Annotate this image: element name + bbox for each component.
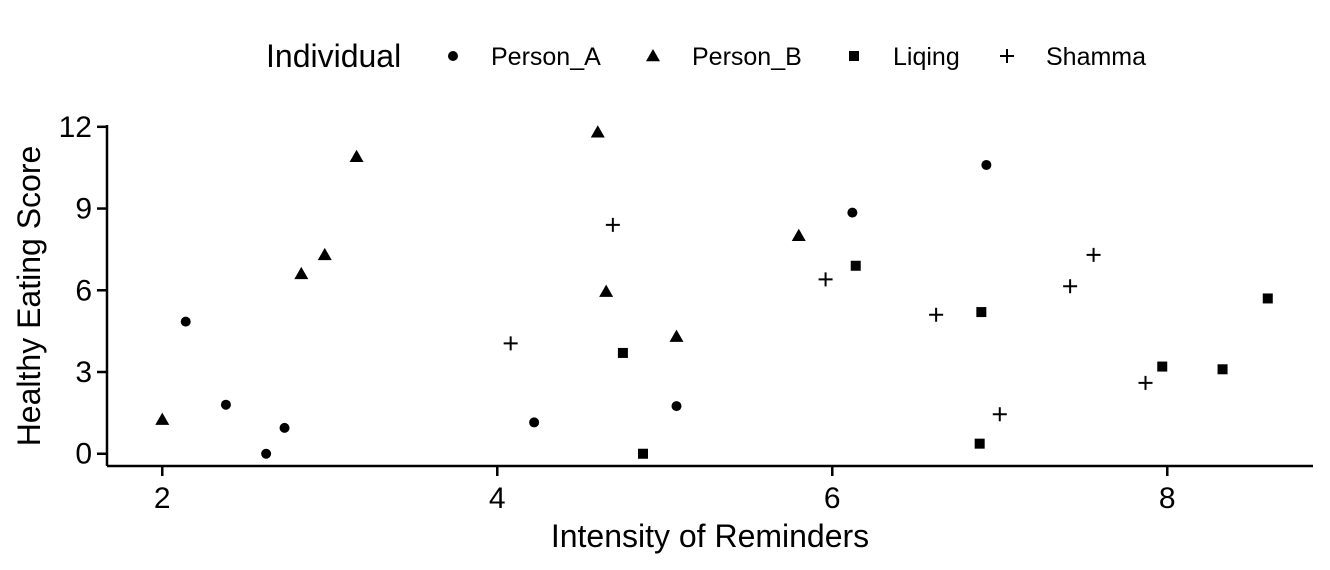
data-points: [155, 125, 1273, 459]
y-tick-label: 9: [75, 193, 92, 226]
data-point: [590, 125, 605, 138]
series-shamma: [503, 217, 1153, 422]
x-tick-label: 4: [489, 482, 506, 515]
legend-item: Person_B: [646, 43, 802, 71]
x-axis-title: Intensity of Reminders: [551, 518, 869, 554]
legend-title: Individual: [266, 38, 401, 74]
legend-item: Shamma: [1000, 43, 1146, 71]
data-point: [294, 266, 309, 280]
data-point: [220, 399, 231, 410]
data-point: [617, 347, 628, 358]
series-liqing: [617, 260, 1273, 459]
x-tick-label: 2: [154, 482, 171, 515]
legend-marker: [448, 51, 458, 61]
series-person-a: [180, 159, 992, 459]
series-person-b: [155, 125, 806, 425]
data-point: [671, 401, 682, 412]
data-point: [605, 217, 620, 232]
legend-label: Person_B: [692, 43, 802, 71]
legend-label: Person_A: [491, 43, 601, 71]
data-point: [791, 228, 806, 242]
data-point: [279, 422, 290, 433]
y-tick-label: 6: [75, 274, 92, 307]
data-point: [850, 260, 861, 271]
legend-marker: [849, 51, 859, 61]
y-tick-label: 0: [75, 438, 92, 471]
data-point: [638, 448, 648, 459]
data-point: [976, 307, 987, 318]
data-point: [1217, 364, 1228, 375]
x-tick-label: 8: [1159, 482, 1176, 515]
data-point: [529, 417, 540, 428]
data-point: [155, 412, 170, 425]
data-point: [1138, 375, 1153, 390]
data-point: [503, 336, 518, 351]
data-point: [1262, 293, 1273, 304]
y-axis-title: Healthy Eating Score: [11, 146, 47, 447]
legend-item: Person_A: [448, 43, 601, 71]
data-point: [1157, 361, 1168, 372]
legend-item: Liqing: [849, 43, 960, 71]
legend-label: Liqing: [893, 43, 960, 71]
x-tick-label: 6: [824, 482, 841, 515]
data-point: [974, 438, 985, 449]
data-point: [669, 329, 684, 342]
legend-marker: [1000, 49, 1014, 63]
data-point: [992, 407, 1007, 422]
legend-label: Shamma: [1046, 43, 1146, 71]
data-point: [599, 284, 614, 297]
data-point: [1063, 279, 1078, 294]
data-point: [847, 207, 858, 218]
data-point: [180, 316, 191, 327]
axes: 2 4 6 8 0 3 6 9 12: [59, 111, 1313, 515]
data-point: [1086, 247, 1101, 262]
legend: Individual Person_A Person_B Liqing Shamma: [266, 38, 1146, 74]
legend-marker: [646, 49, 660, 62]
data-point: [317, 247, 332, 261]
data-point: [981, 159, 992, 170]
data-point: [929, 307, 944, 322]
data-point: [261, 448, 272, 459]
y-tick-label: 12: [59, 111, 92, 144]
y-tick-label: 3: [75, 356, 92, 389]
data-point: [349, 149, 364, 163]
data-point: [818, 272, 833, 287]
